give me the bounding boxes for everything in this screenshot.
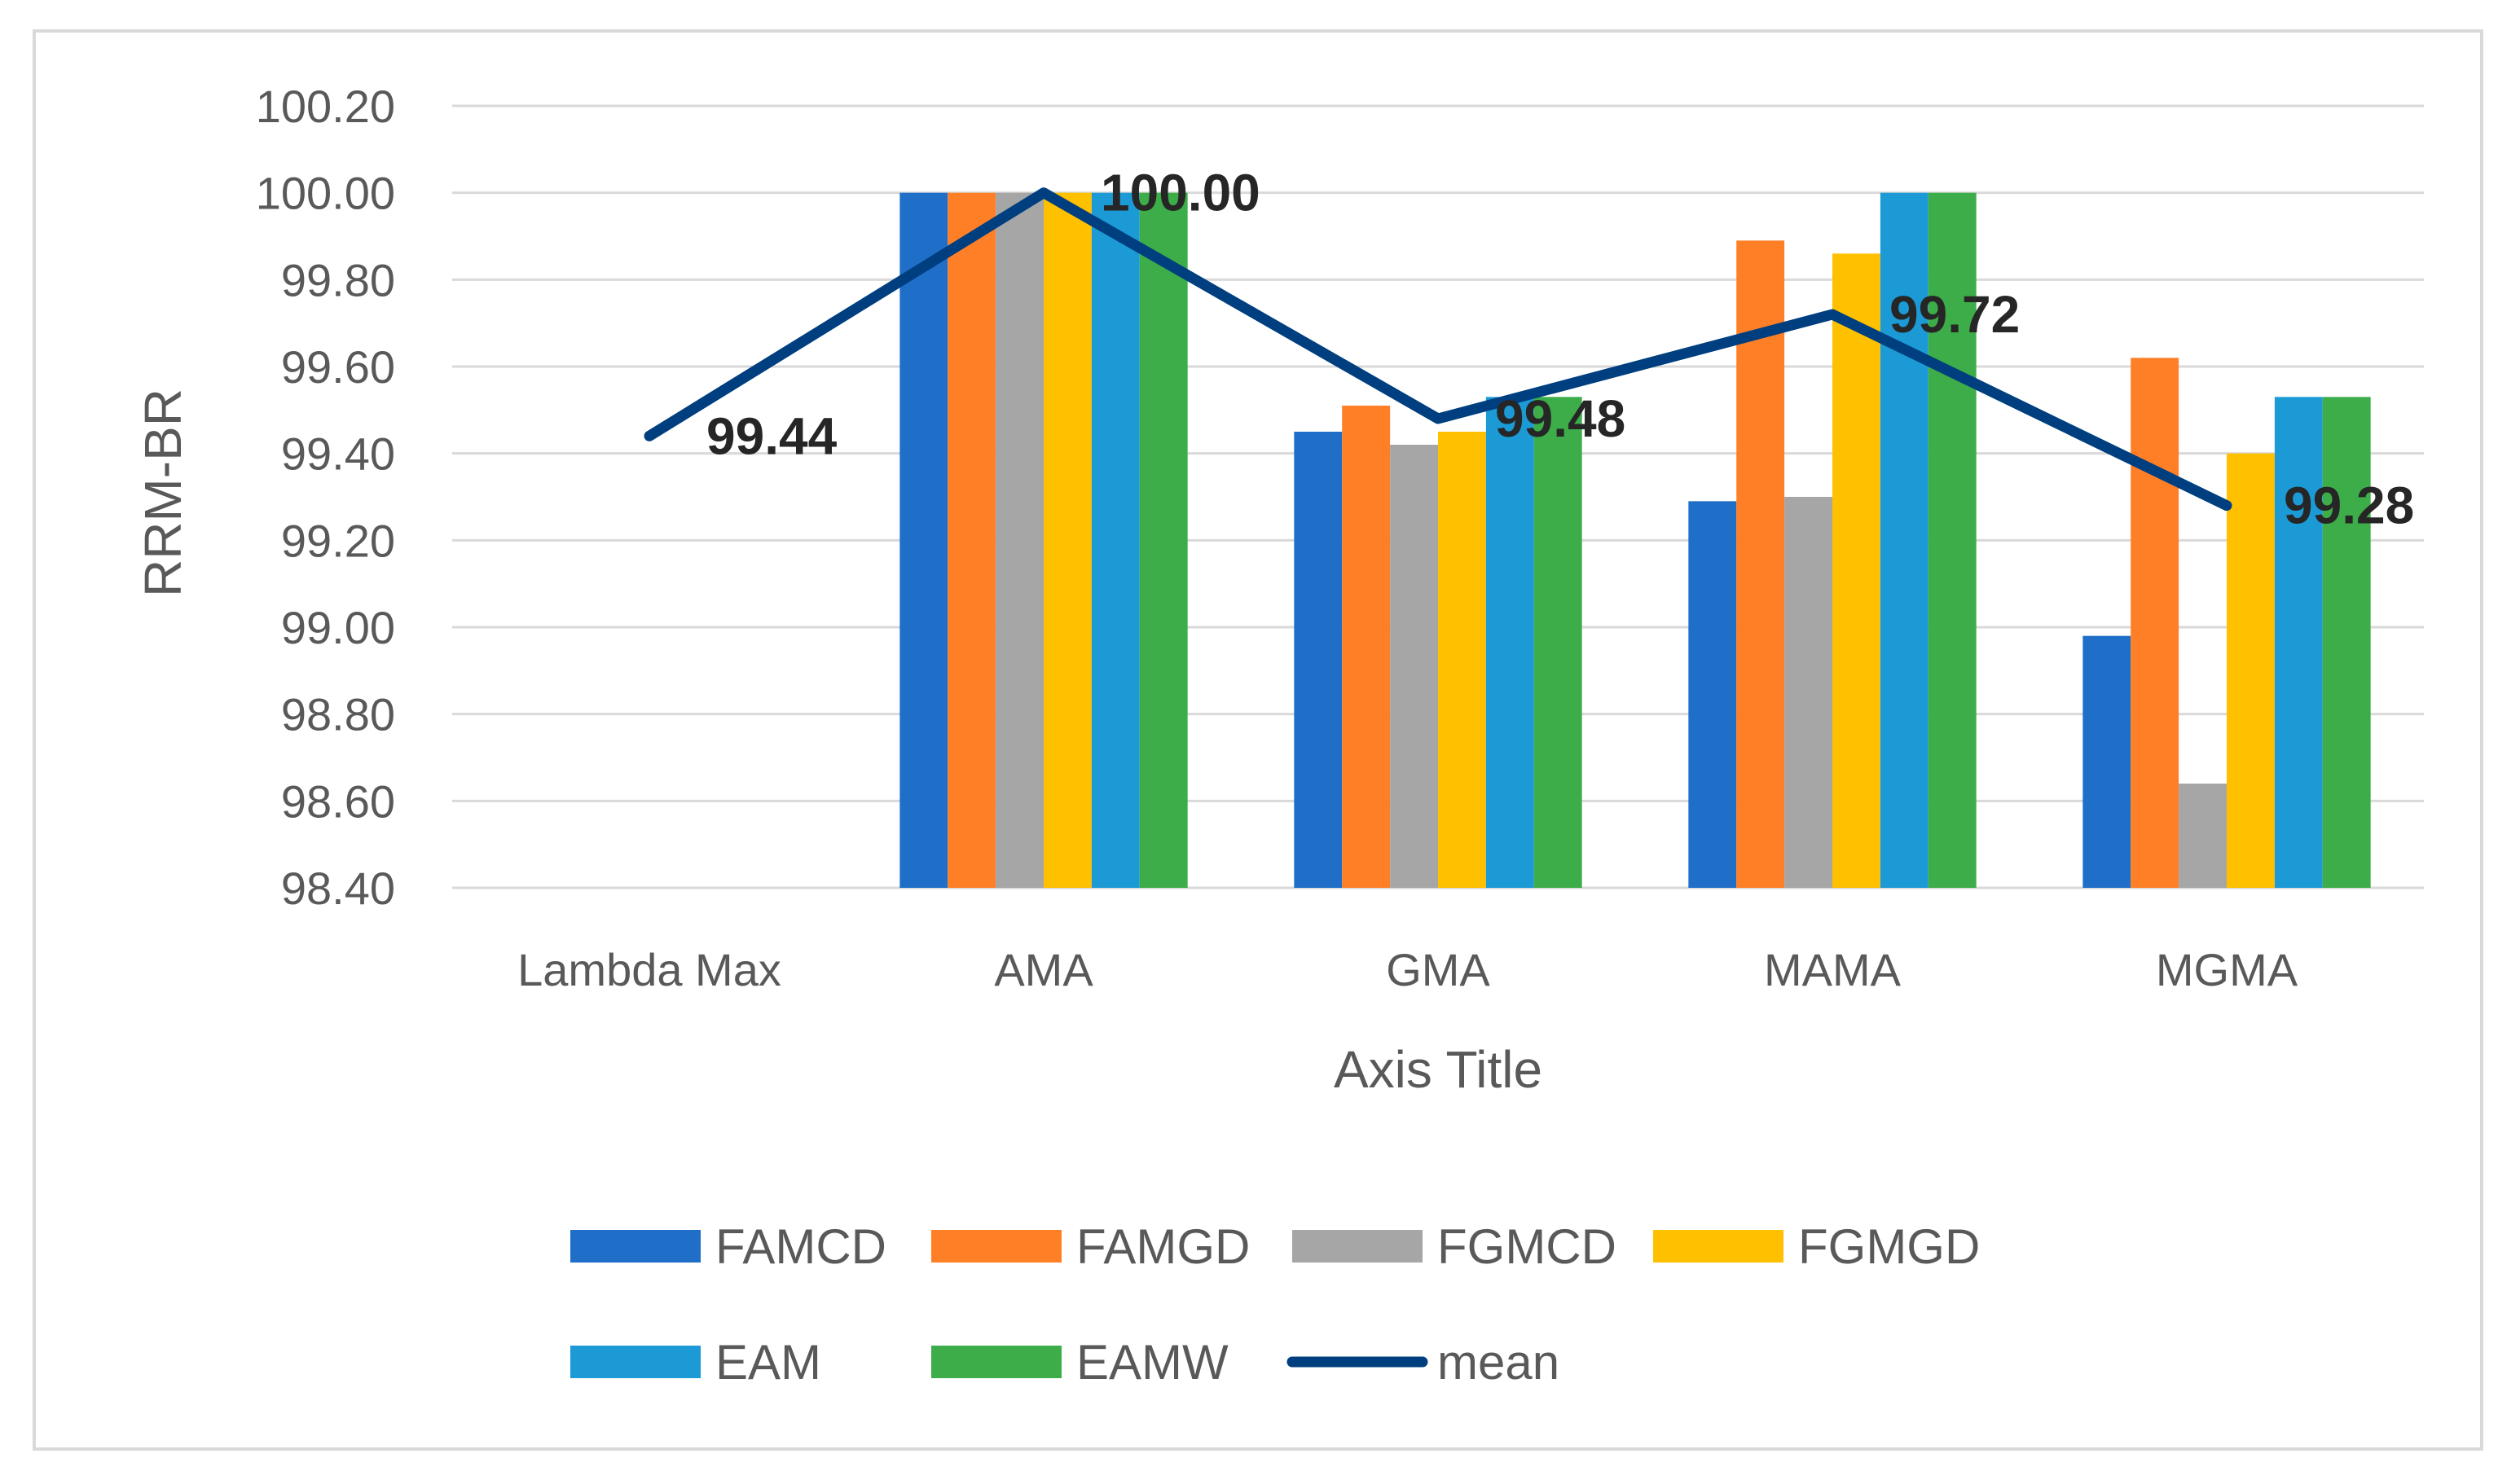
legend-swatch-fgmcd xyxy=(1292,1230,1423,1263)
bar-eamw xyxy=(1928,192,1977,888)
bar-famgd xyxy=(1736,240,1785,888)
y-axis-title: RRM-BR xyxy=(134,389,192,597)
legend-swatch-eamw xyxy=(931,1346,1062,1378)
legend-swatch-famgd xyxy=(931,1230,1062,1263)
legend-label-fgmcd: FGMCD xyxy=(1437,1219,1616,1274)
x-tick-label: MAMA xyxy=(1764,944,1902,995)
legend-label-famgd: FAMGD xyxy=(1076,1219,1250,1274)
bar-eam xyxy=(2274,397,2323,888)
y-tick-label: 100.00 xyxy=(256,168,395,219)
y-tick-labels: 98.40 98.60 98.80 99.00 99.20 99.40 99.60 99.80… xyxy=(256,81,395,914)
legend-swatch-eam xyxy=(570,1346,701,1378)
y-tick-label: 100.20 xyxy=(256,81,395,132)
bar-fgmcd xyxy=(996,192,1044,888)
mean-data-label: 100.00 xyxy=(1101,164,1260,222)
mean-line xyxy=(644,187,2232,512)
mean-data-label: 99.48 xyxy=(1495,389,1625,448)
mean-data-label: 99.44 xyxy=(706,406,838,465)
y-tick-label: 99.00 xyxy=(281,602,395,653)
chart-frame xyxy=(33,29,2483,1451)
bar-eam xyxy=(1880,192,1928,888)
bar-fgmgd xyxy=(1438,432,1486,888)
legend: FAMCD FAMGD FGMCD FGMGD EAM EAMW mean xyxy=(570,1219,1980,1390)
bar-fgmgd xyxy=(1832,253,1880,888)
bar-fgmcd xyxy=(2179,784,2227,888)
bar-eam xyxy=(1091,192,1140,888)
legend-label-eam: EAM xyxy=(715,1335,821,1390)
bar-famcd xyxy=(1294,432,1343,888)
legend-label-fgmgd: FGMGD xyxy=(1798,1219,1980,1274)
legend-swatch-famcd xyxy=(570,1230,701,1263)
y-tick-label: 98.80 xyxy=(281,689,395,740)
bar-eamw xyxy=(1533,397,1582,888)
bar-famgd xyxy=(1342,406,1391,888)
bar-famcd xyxy=(1688,501,1737,888)
x-tick-label: Lambda Max xyxy=(517,944,781,995)
y-tick-label: 99.20 xyxy=(281,515,395,566)
mean-series-line xyxy=(644,187,2232,512)
bar-famcd xyxy=(2082,635,2131,888)
y-tick-label: 99.40 xyxy=(281,428,395,480)
bar-famcd xyxy=(899,192,948,888)
data-labels: 99.44 100.00 99.48 99.72 99.28 xyxy=(706,164,2414,535)
bar-famgd xyxy=(2131,358,2179,888)
x-tick-labels: Lambda Max AMA GMA MAMA MGMA xyxy=(517,944,2298,995)
y-tick-label: 98.60 xyxy=(281,775,395,827)
legend-label-mean: mean xyxy=(1437,1335,1559,1390)
y-tick-label: 99.60 xyxy=(281,341,395,393)
legend-label-eamw: EAMW xyxy=(1076,1335,1229,1390)
y-tick-label: 99.80 xyxy=(281,254,395,305)
bar-eamw xyxy=(2322,397,2371,888)
y-tick-label: 98.40 xyxy=(281,863,395,914)
x-tick-label: AMA xyxy=(994,944,1093,995)
legend-label-famcd: FAMCD xyxy=(715,1219,886,1274)
x-axis-title: Axis Title xyxy=(1334,1040,1542,1099)
bar-famgd xyxy=(948,192,996,888)
x-tick-label: MGMA xyxy=(2156,944,2298,995)
bar-eam xyxy=(1485,397,1534,888)
mean-data-label: 99.72 xyxy=(1889,285,2020,344)
legend-swatch-fgmgd xyxy=(1653,1230,1783,1263)
bar-fgmgd xyxy=(2227,453,2275,888)
bars xyxy=(899,192,2371,888)
bar-fgmcd xyxy=(1390,445,1438,888)
x-tick-label: GMA xyxy=(1386,944,1490,995)
mean-data-label: 99.28 xyxy=(2284,476,2414,535)
bar-fgmgd xyxy=(1044,192,1092,888)
bar-eamw xyxy=(1139,192,1188,888)
bar-fgmcd xyxy=(1784,497,1832,888)
